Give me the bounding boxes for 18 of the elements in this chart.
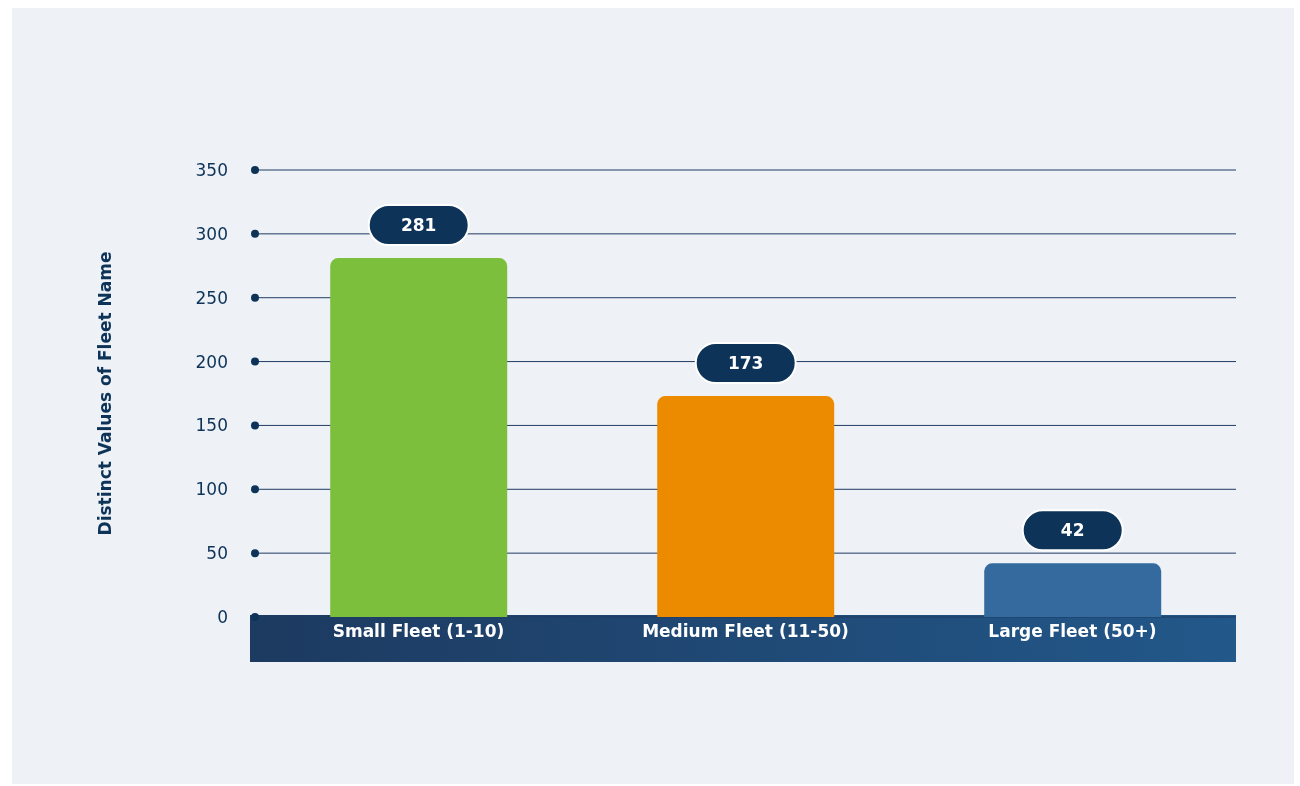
bar: [657, 396, 835, 617]
y-tick-label: 50: [206, 543, 228, 564]
x-tick-label: Medium Fleet (11-50): [642, 621, 849, 642]
y-tick-label: 300: [195, 223, 228, 244]
y-tick-label: 250: [195, 287, 228, 308]
x-tick-label: Large Fleet (50+): [988, 621, 1157, 642]
y-axis-title: Distinct Values of Fleet Name: [95, 251, 116, 536]
y-tick-label: 150: [195, 415, 228, 436]
bar: [330, 258, 508, 617]
data-label: 42: [1060, 520, 1085, 541]
data-label: 173: [727, 353, 764, 373]
y-tick-label: 0: [217, 606, 228, 627]
y-tick-label: 100: [195, 479, 228, 500]
x-tick-label: Small Fleet (1-10): [332, 621, 505, 642]
data-label: 281: [400, 215, 437, 236]
bar: [984, 563, 1162, 617]
y-tick-label: 200: [195, 351, 228, 372]
y-tick-label: 350: [195, 159, 228, 180]
